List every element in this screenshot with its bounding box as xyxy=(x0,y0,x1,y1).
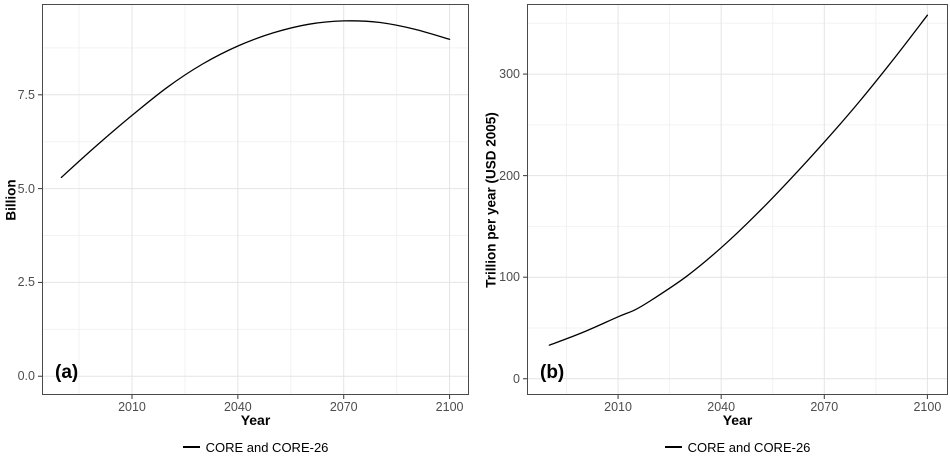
x-tick-label: 2070 xyxy=(329,400,358,414)
x-tick-label: 2100 xyxy=(435,400,464,414)
x-tick-label: 2100 xyxy=(913,400,942,414)
panel-b-figure: Trillion per year (USD 2005) 0 100 200 300 2… xyxy=(475,0,950,462)
y-tick-label: 100 xyxy=(499,270,520,285)
y-tick-label: 200 xyxy=(499,168,520,183)
panel-b-plot xyxy=(523,4,948,399)
y-tick-label: 0.0 xyxy=(17,369,35,384)
panel-b-label: (b) xyxy=(540,362,565,383)
y-tick-label: 0 xyxy=(513,371,520,386)
panel-a-figure: Billion 0.0 2.5 5.0 7.5 2010 2040 2070 2100 (a)… xyxy=(4,4,469,456)
panel-border xyxy=(527,4,948,395)
panel-b-legend-label: CORE and CORE-26 xyxy=(687,439,811,455)
y-tick-label: 7.5 xyxy=(17,87,35,102)
panel-border xyxy=(42,4,469,395)
y-tick-label: 2.5 xyxy=(17,275,35,290)
x-tick-label: 2070 xyxy=(810,400,839,414)
x-tick-label: 2010 xyxy=(118,400,146,414)
legend-line-icon xyxy=(664,446,682,448)
panel-a-x-axis-title: Year xyxy=(240,412,271,428)
panel-b-legend: CORE and CORE-26 xyxy=(527,438,948,456)
legend-line-icon xyxy=(182,446,200,448)
panel-a-label: (a) xyxy=(55,362,79,383)
panel-a-plot xyxy=(38,4,469,399)
x-tick-label: 2040 xyxy=(707,400,736,414)
series-line-b xyxy=(548,14,929,346)
y-tick-label: 5.0 xyxy=(17,181,35,196)
x-tick-label: 2010 xyxy=(604,400,632,414)
panel-a-legend: CORE and CORE-26 xyxy=(42,438,469,456)
panel-b-y-axis-title: Trillion per year (USD 2005) xyxy=(483,111,499,288)
x-tick-label: 2040 xyxy=(223,400,252,414)
panel-b-x-axis-title: Year xyxy=(722,412,753,428)
series-line-a xyxy=(60,20,451,179)
panel-a-legend-label: CORE and CORE-26 xyxy=(205,439,329,455)
y-tick-label: 300 xyxy=(499,67,520,82)
